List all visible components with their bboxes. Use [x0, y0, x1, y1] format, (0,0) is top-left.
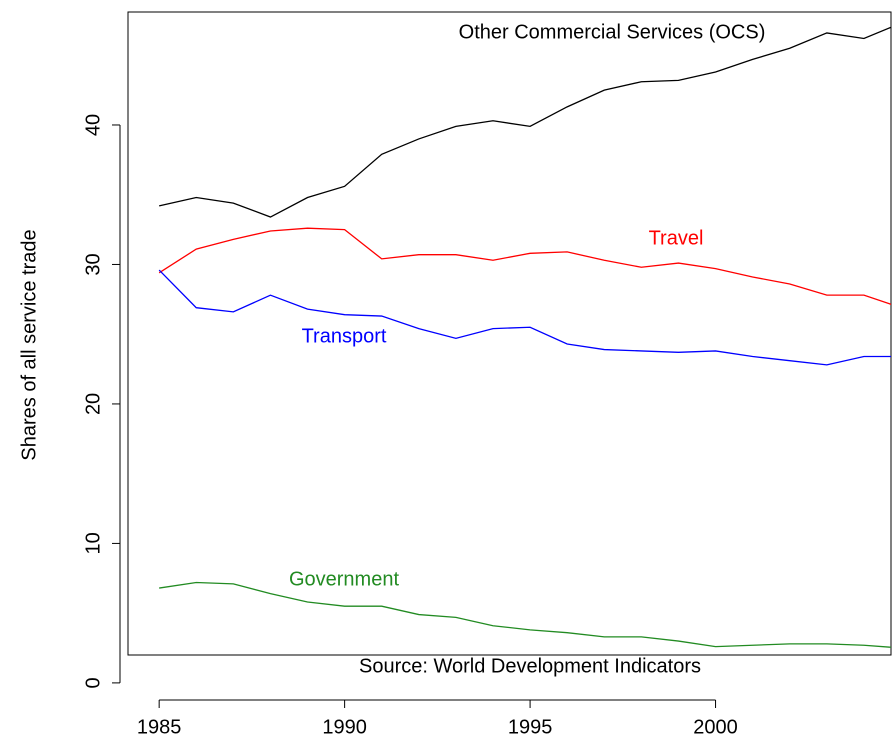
series-label: Government [289, 568, 399, 590]
x-tick-label: 1990 [322, 716, 367, 738]
annotation: Source: World Development Indicators [359, 655, 701, 677]
plot-area [158, 26, 891, 648]
series-line [159, 26, 891, 218]
x-tick-label: 1995 [508, 716, 553, 738]
series-line [159, 581, 891, 648]
plot-box [127, 11, 892, 656]
x-tick-label: 1985 [137, 716, 182, 738]
series-label: Other Commercial Services (OCS) [459, 21, 766, 43]
series-line [158, 269, 891, 366]
y-tick-label: 10 [82, 532, 104, 554]
y-tick-label: 30 [82, 253, 104, 275]
series-line [158, 227, 891, 305]
y-tick-label: 40 [82, 114, 104, 136]
series-label: Travel [649, 227, 704, 249]
x-tick-label: 2000 [693, 716, 738, 738]
y-tick-label: 20 [82, 393, 104, 415]
y-tick-label: 0 [82, 677, 104, 688]
y-axis-label: Shares of all service trade [18, 229, 40, 460]
series-label: Transport [302, 325, 387, 347]
